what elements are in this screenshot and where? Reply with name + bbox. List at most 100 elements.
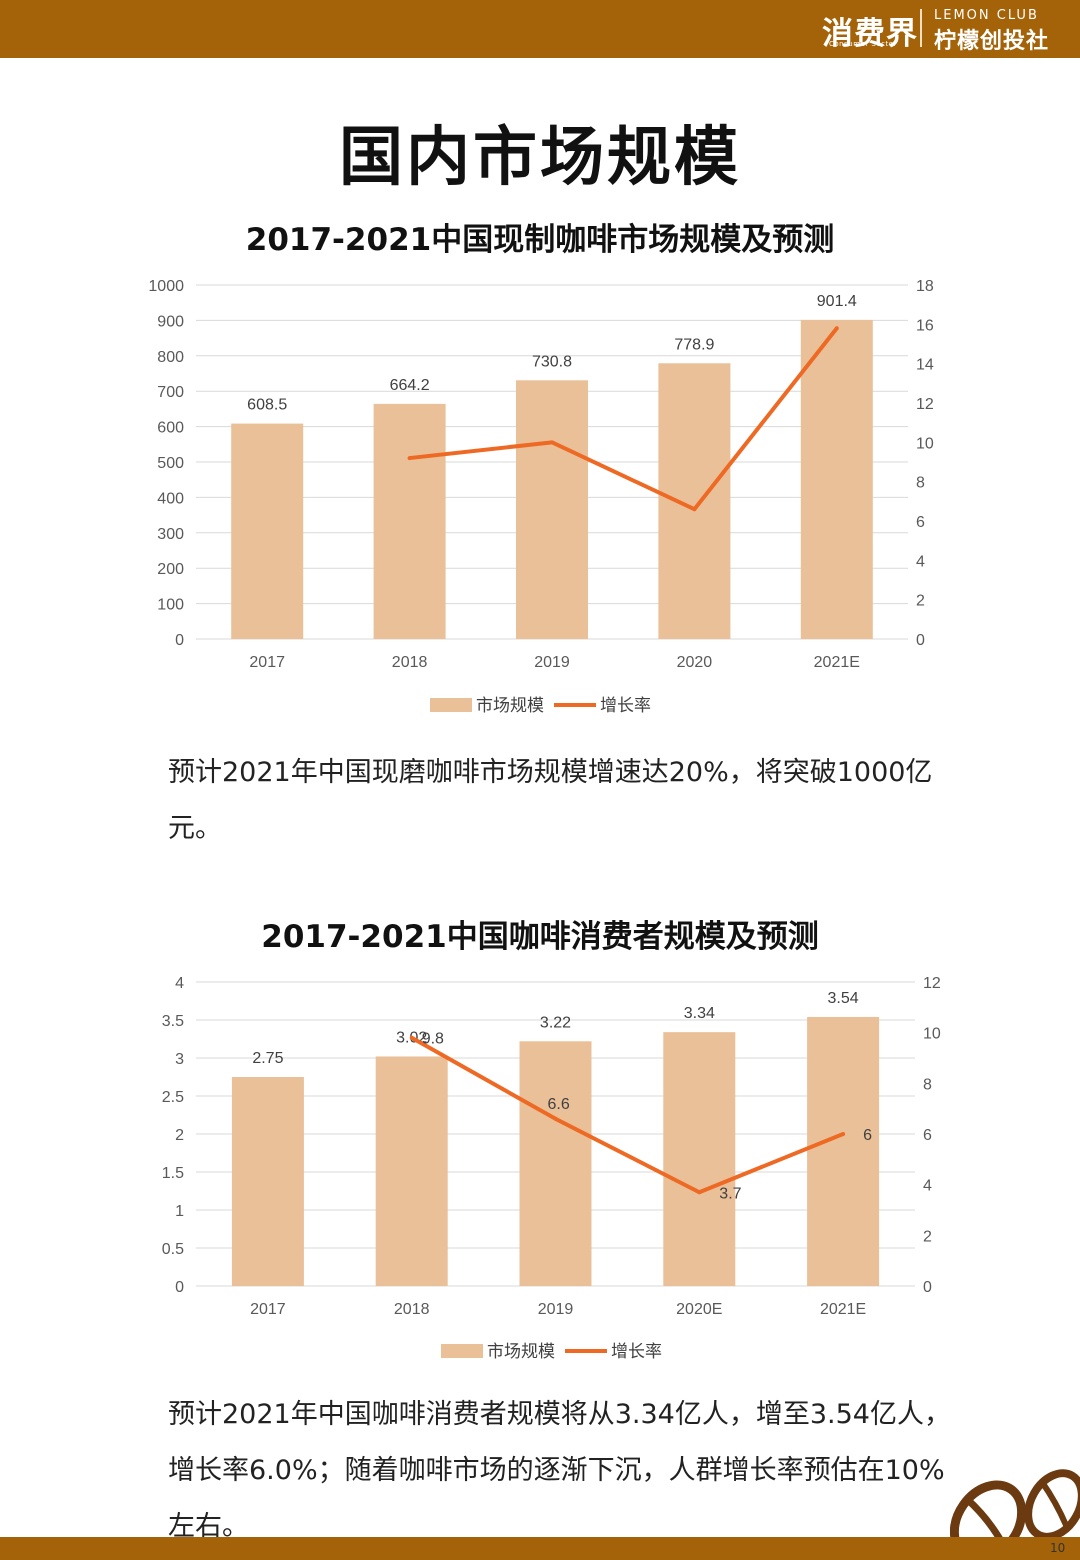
chart1-y-right-tick: 16 — [916, 317, 934, 334]
chart1-y-right-tick: 18 — [916, 278, 934, 295]
chart2-y-right-tick: 6 — [923, 1127, 932, 1144]
chart1-legend-line-label: 增长率 — [600, 696, 651, 716]
chart1-x-tick: 2019 — [534, 654, 570, 671]
chart1-y-left-tick: 600 — [157, 420, 184, 437]
brand-en-cn: 柠檬创投社 — [934, 29, 1050, 54]
chart1-growth-line — [409, 327, 839, 512]
chart2-bar — [663, 1032, 736, 1286]
brand-en: LEMON CLUB — [934, 8, 1039, 23]
chart1-y-left-tick: 700 — [157, 384, 184, 401]
chart1-title: 2017-2021中国现制咖啡市场规模及预测 — [245, 222, 835, 258]
chart2-legend-line-label: 增长率 — [611, 1342, 662, 1362]
chart1-bar-label: 608.5 — [247, 397, 287, 414]
chart2-y-left-tick: 3 — [175, 1051, 184, 1068]
chart1-x-tick: 2021E — [814, 654, 860, 671]
chart2-y-left-tick: 1.5 — [162, 1165, 184, 1182]
chart1-x-tick: 2020 — [677, 654, 713, 671]
chart1-y-left-tick: 1000 — [148, 278, 184, 295]
chart1-y-left-tick: 400 — [157, 490, 184, 507]
chart1-y-right-tick: 8 — [916, 475, 925, 492]
chart2-x-tick: 2020E — [676, 1301, 722, 1318]
chart2-title: 2017-2021中国咖啡消费者规模及预测 — [261, 919, 819, 955]
chart1-growth-point — [407, 456, 412, 461]
chart2-x-tick: 2017 — [250, 1301, 286, 1318]
brand-logo-cn: 消费界 — [822, 16, 918, 52]
chart1-y-right-tick: 14 — [916, 357, 934, 374]
chart2-y-left-tick: 2.5 — [162, 1089, 184, 1106]
chart1-y-right-tick: 10 — [916, 435, 934, 452]
chart1-bar-label: 901.4 — [817, 293, 857, 310]
chart2-y-right-tick: 4 — [923, 1178, 932, 1195]
chart1-bar — [516, 380, 588, 639]
chart1-legend-bar-label: 市场规模 — [476, 696, 544, 716]
chart1-y-right-tick: 0 — [916, 632, 925, 649]
chart1-y-left-tick: 300 — [157, 526, 184, 543]
chart2-y-left-tick: 4 — [175, 975, 184, 992]
chart2-x-tick: 2021E — [820, 1301, 866, 1318]
chart2-bar-label: 2.75 — [252, 1050, 283, 1067]
chart1-bar — [231, 423, 304, 639]
chart2-growth-label: 9.8 — [422, 1031, 444, 1048]
chart2-y-right-tick: 10 — [923, 1026, 941, 1043]
brand-logo-sub: Consumer Sector — [829, 40, 897, 48]
chart1-bar-label: 664.2 — [390, 377, 430, 394]
chart2-legend-bar-label: 市场规模 — [487, 1342, 555, 1362]
chart2-bar — [807, 1016, 880, 1286]
chart2-bar — [519, 1041, 592, 1286]
chart1-y-left-tick: 800 — [157, 349, 184, 366]
chart2-bar — [375, 1056, 448, 1286]
paragraph-1: 预计2021年中国现磨咖啡市场规模增速达20%，将突破1000亿元。 — [168, 757, 933, 844]
chart1-legend-bar-swatch — [430, 698, 472, 712]
chart1-y-left-tick: 100 — [157, 597, 184, 614]
chart2-growth-point — [553, 1116, 558, 1121]
chart2-growth-label: 3.7 — [719, 1185, 741, 1202]
header-bar — [0, 0, 1080, 58]
chart1-bar — [800, 319, 873, 639]
chart2-bar-label: 3.54 — [828, 990, 859, 1007]
chart1-growth-point — [692, 507, 697, 512]
chart2-y-left-tick: 2 — [175, 1127, 184, 1144]
chart2: 00.511.522.533.540246810122.7520173.0220… — [162, 975, 941, 1362]
chart2-bar-label: 3.22 — [540, 1014, 571, 1031]
chart1-bar-label: 730.8 — [532, 353, 572, 370]
chart1-y-right-tick: 6 — [916, 514, 925, 531]
footer-bar — [0, 1537, 1080, 1560]
chart2-y-left-tick: 0.5 — [162, 1241, 184, 1258]
chart1-bar — [373, 403, 446, 639]
chart1-y-right-tick: 2 — [916, 593, 925, 610]
chart2-growth-line — [410, 1035, 844, 1195]
chart1-bar-label: 778.9 — [674, 336, 714, 353]
chart2-y-right-tick: 8 — [923, 1076, 932, 1093]
chart1-growth-point — [550, 440, 554, 445]
brand-divider — [920, 9, 922, 47]
chart2-y-right-tick: 0 — [923, 1279, 932, 1296]
chart2-growth-point — [841, 1132, 846, 1136]
chart2-growth-label: 6 — [863, 1127, 872, 1144]
chart1: 0 100 200 300 400 500 600 700 800 900 1000 0 2 4 6 8 10 1… — [148, 278, 934, 716]
chart2-bar — [231, 1077, 304, 1286]
chart1-y-right-tick: 4 — [916, 553, 925, 570]
chart1-y-left-tick: 200 — [157, 561, 184, 578]
chart1-y-left-tick: 500 — [157, 455, 184, 472]
chart2-y-right-tick: 12 — [923, 975, 941, 992]
chart2-y-left-tick: 3.5 — [162, 1013, 184, 1030]
chart2-growth-point — [409, 1035, 414, 1040]
chart2-growth-point — [697, 1190, 702, 1195]
chart2-growth-label: 6.6 — [548, 1096, 570, 1113]
chart1-y-right-tick: 12 — [916, 396, 934, 413]
chart2-x-tick: 2018 — [394, 1301, 430, 1318]
chart2-legend-bar-swatch — [441, 1344, 483, 1358]
chart2-x-tick: 2019 — [538, 1301, 574, 1318]
page-number: 10 — [1050, 1541, 1066, 1555]
chart1-x-tick: 2017 — [249, 654, 285, 671]
chart1-y-left-tick: 900 — [157, 313, 184, 330]
chart1-growth-point — [834, 326, 839, 331]
page-title: 国内市场规模 — [339, 121, 741, 195]
chart2-y-right-tick: 2 — [923, 1228, 932, 1245]
paragraph-2: 预计2021年中国咖啡消费者规模将从3.34亿人，增至3.54亿人，增长率6.0… — [168, 1399, 951, 1542]
chart2-y-left-tick: 0 — [175, 1279, 184, 1296]
chart1-x-tick: 2018 — [392, 654, 428, 671]
chart2-bar-label: 3.34 — [684, 1005, 715, 1022]
chart1-y-left-tick: 0 — [175, 632, 184, 649]
chart2-y-left-tick: 1 — [175, 1203, 184, 1220]
